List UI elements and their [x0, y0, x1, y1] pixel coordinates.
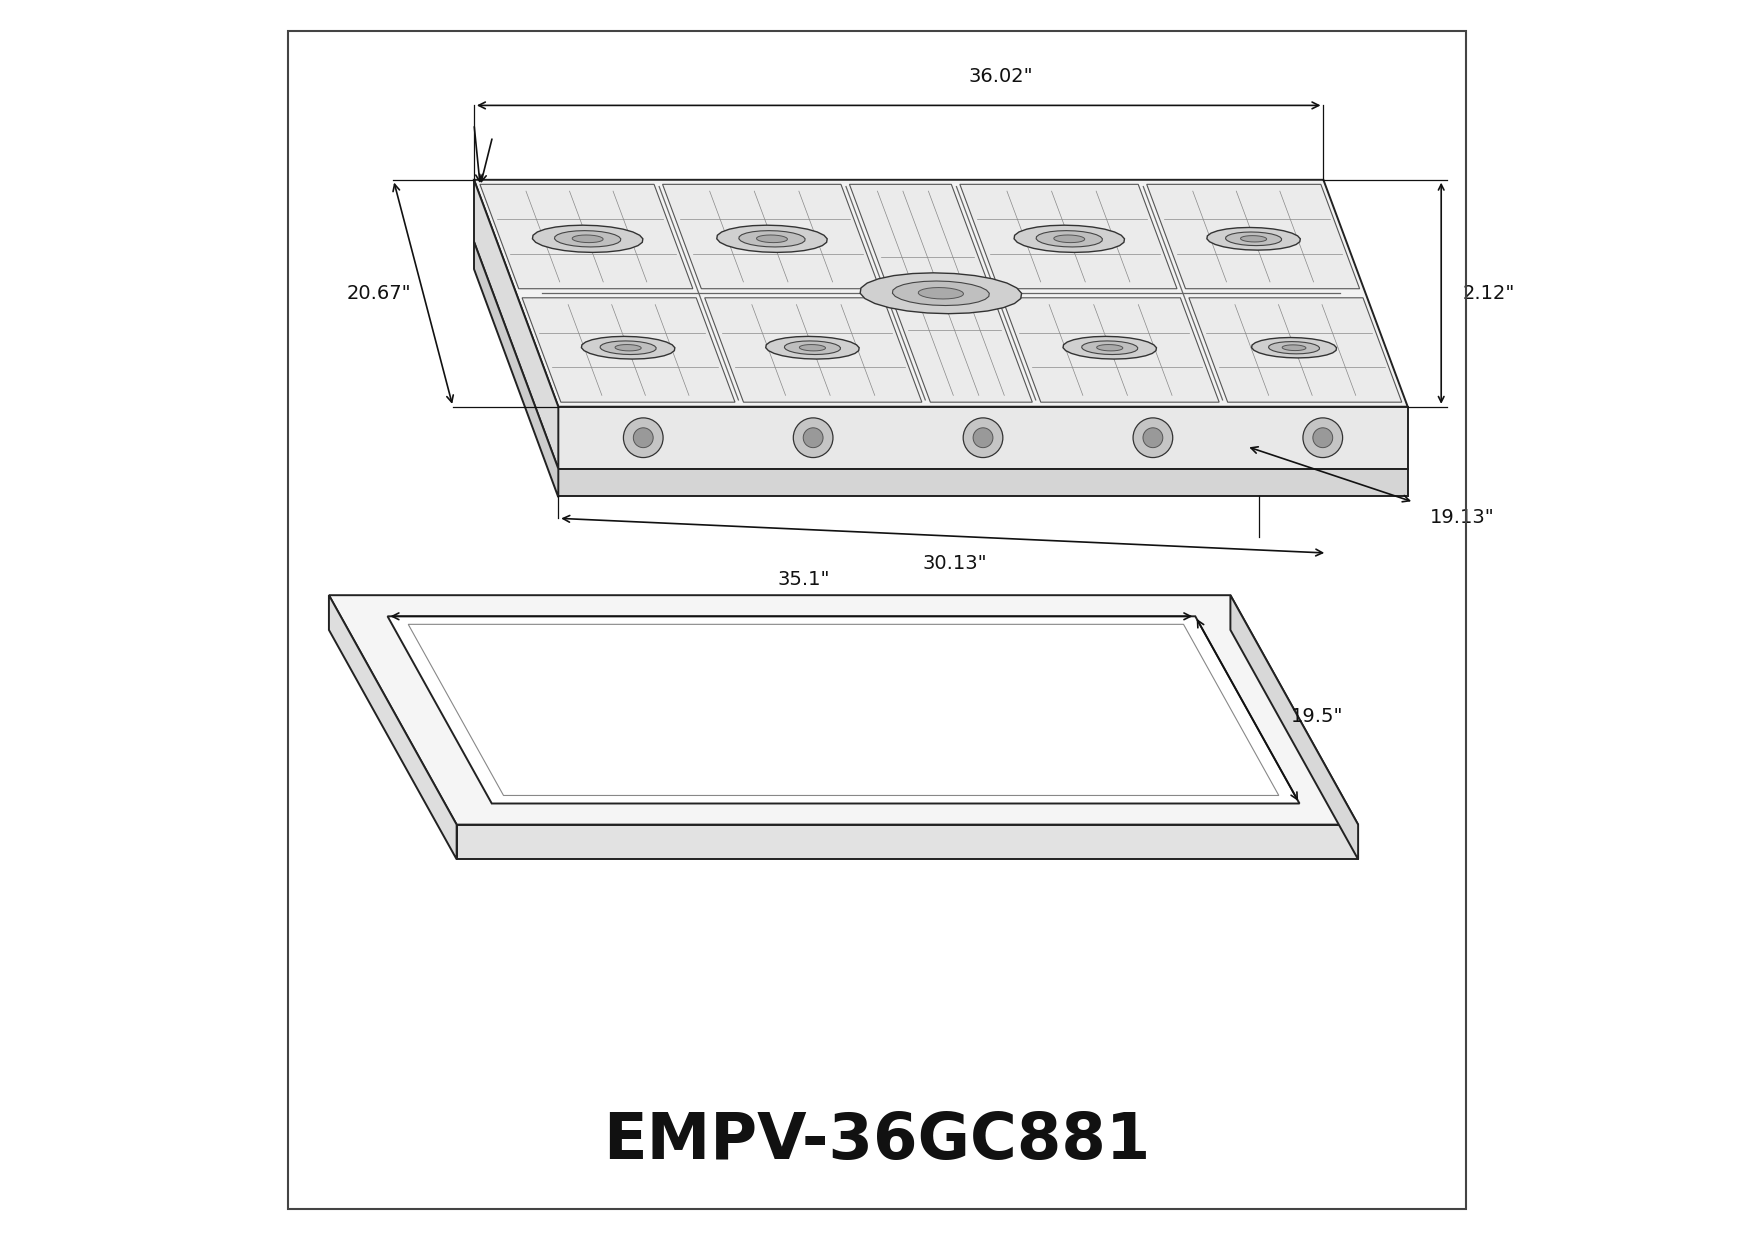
Polygon shape	[330, 595, 456, 859]
Polygon shape	[474, 180, 1408, 407]
Circle shape	[1303, 418, 1342, 458]
Polygon shape	[1207, 227, 1300, 250]
Circle shape	[1312, 428, 1333, 448]
Polygon shape	[1014, 226, 1124, 253]
Polygon shape	[717, 226, 828, 253]
Polygon shape	[1037, 231, 1103, 247]
Text: 35.1": 35.1"	[777, 570, 830, 589]
Polygon shape	[533, 226, 644, 253]
Polygon shape	[554, 231, 621, 247]
Polygon shape	[330, 595, 1358, 825]
Polygon shape	[959, 185, 1177, 289]
Polygon shape	[558, 469, 1408, 496]
Polygon shape	[1226, 232, 1282, 246]
Polygon shape	[1063, 336, 1156, 360]
Polygon shape	[616, 345, 642, 351]
Polygon shape	[1189, 298, 1401, 402]
Circle shape	[973, 428, 993, 448]
Polygon shape	[738, 231, 805, 247]
Polygon shape	[1268, 341, 1319, 353]
Text: 19.5": 19.5"	[1291, 707, 1344, 725]
Polygon shape	[523, 298, 735, 402]
Polygon shape	[705, 298, 923, 402]
Polygon shape	[1002, 298, 1219, 402]
Polygon shape	[1096, 345, 1123, 351]
Polygon shape	[800, 345, 826, 351]
Text: 20.67": 20.67"	[346, 284, 410, 303]
Polygon shape	[581, 336, 675, 360]
Polygon shape	[481, 185, 693, 289]
Polygon shape	[1282, 345, 1307, 351]
Polygon shape	[1082, 341, 1138, 355]
Polygon shape	[756, 236, 788, 243]
Polygon shape	[572, 236, 603, 243]
Polygon shape	[388, 616, 1300, 804]
Text: 30.13": 30.13"	[923, 554, 988, 573]
Circle shape	[1133, 418, 1173, 458]
Polygon shape	[919, 288, 963, 299]
Polygon shape	[474, 242, 558, 497]
Polygon shape	[1147, 185, 1359, 289]
Polygon shape	[456, 825, 1358, 859]
Polygon shape	[600, 341, 656, 355]
Polygon shape	[893, 281, 989, 305]
Polygon shape	[558, 407, 1408, 469]
Circle shape	[623, 418, 663, 458]
Polygon shape	[1054, 236, 1084, 243]
Polygon shape	[1240, 236, 1266, 242]
Polygon shape	[849, 185, 1033, 402]
Circle shape	[803, 428, 823, 448]
Circle shape	[963, 418, 1003, 458]
Polygon shape	[663, 185, 881, 289]
Polygon shape	[859, 273, 1021, 314]
Polygon shape	[474, 180, 558, 469]
Circle shape	[633, 428, 652, 448]
Polygon shape	[1230, 595, 1358, 859]
Text: 19.13": 19.13"	[1430, 508, 1494, 527]
Circle shape	[793, 418, 833, 458]
Circle shape	[1144, 428, 1163, 448]
Text: 2.12": 2.12"	[1463, 284, 1515, 303]
Text: EMPV-36GC881: EMPV-36GC881	[603, 1110, 1151, 1172]
Polygon shape	[766, 336, 859, 360]
Polygon shape	[1252, 337, 1337, 358]
Text: 36.02": 36.02"	[968, 67, 1033, 86]
Polygon shape	[784, 341, 840, 355]
